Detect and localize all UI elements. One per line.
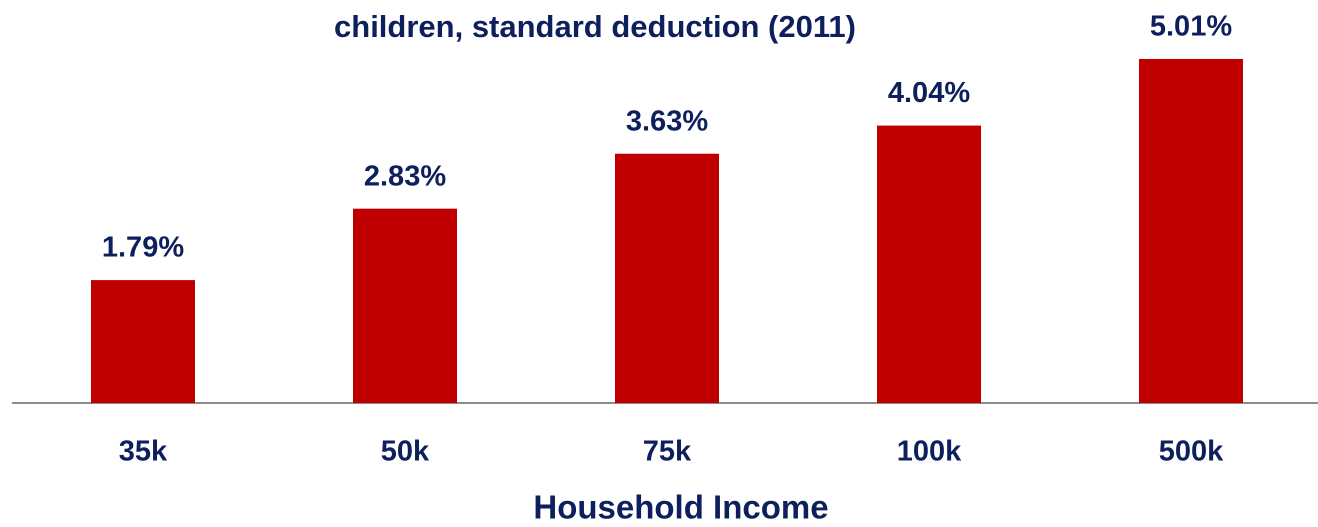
- bar: [1139, 58, 1243, 403]
- x-tick-label: 50k: [381, 436, 430, 468]
- data-label: 3.63%: [626, 105, 708, 137]
- x-tick-label: 500k: [1159, 436, 1224, 468]
- x-tick-label: 100k: [897, 436, 962, 468]
- x-tick-label: 75k: [643, 436, 692, 468]
- data-label: 2.83%: [364, 160, 446, 192]
- data-label: 1.79%: [102, 232, 184, 264]
- bar: [877, 125, 981, 403]
- bar: [91, 280, 195, 403]
- chart-title: children, standard deduction (2011): [334, 9, 856, 44]
- bar: [615, 153, 719, 403]
- x-tick-label: 35k: [119, 436, 168, 468]
- data-label: 5.01%: [1150, 11, 1232, 43]
- data-label: 4.04%: [888, 77, 970, 109]
- bar: [353, 208, 457, 403]
- x-axis-label: Household Income: [533, 489, 828, 526]
